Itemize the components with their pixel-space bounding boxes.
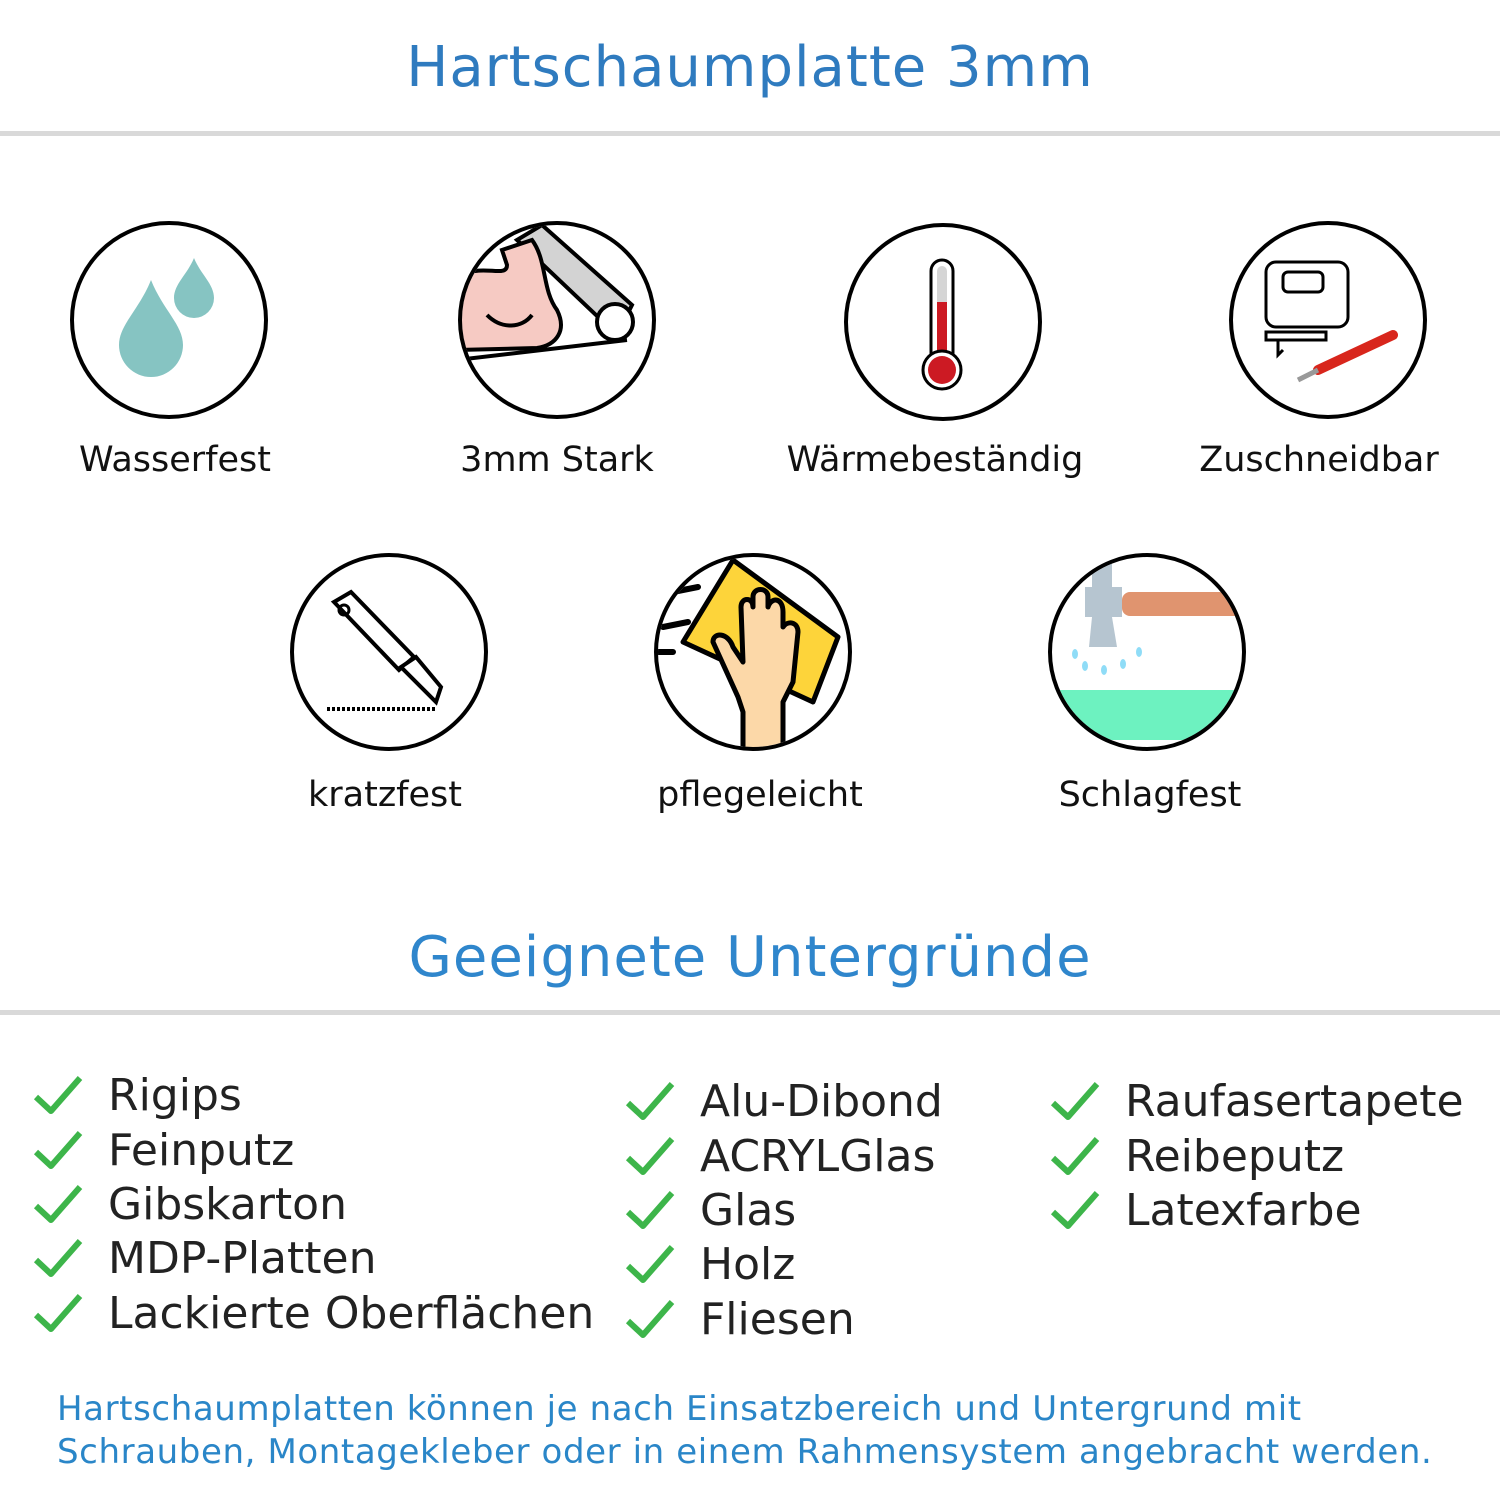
- checkmark-icon: [625, 1137, 675, 1175]
- feature-label-pflegeleicht: pflegeleicht: [657, 775, 863, 815]
- surface-label: Lackierte Oberflächen: [108, 1287, 595, 1339]
- checkmark-icon: [1050, 1082, 1100, 1120]
- feature-label-3mm-stark: 3mm Stark: [460, 440, 654, 480]
- feature-label-waermebestaendig: Wärmebeständig: [786, 440, 1084, 480]
- surface-label: Alu-Dibond: [700, 1075, 943, 1127]
- surface-label: Feinputz: [108, 1124, 295, 1176]
- surface-item: MDP-Platten: [33, 1231, 376, 1285]
- surface-label: Glas: [700, 1184, 797, 1236]
- utility-knife-icon: [290, 553, 488, 751]
- surface-item: Alu-Dibond: [625, 1074, 943, 1128]
- surface-item: Raufasertapete: [1050, 1074, 1464, 1128]
- checkmark-icon: [33, 1239, 83, 1277]
- surface-label: Reibeputz: [1125, 1130, 1345, 1182]
- surface-label: ACRYLGlas: [700, 1130, 936, 1182]
- feature-label-schlagfest: Schlagfest: [1058, 775, 1242, 815]
- checkmark-icon: [1050, 1137, 1100, 1175]
- checkmark-icon: [625, 1191, 675, 1229]
- feature-label-zuschneidbar: Zuschneidbar: [1199, 440, 1439, 480]
- surface-label: Rigips: [108, 1069, 242, 1121]
- checkmark-icon: [625, 1082, 675, 1120]
- surface-label: Raufasertapete: [1125, 1075, 1464, 1127]
- surface-item: Gibskarton: [33, 1177, 347, 1231]
- checkmark-icon: [1050, 1191, 1100, 1229]
- surfaces-title: Geeignete Untergründe: [408, 925, 1092, 990]
- surface-item: Feinputz: [33, 1123, 294, 1177]
- checkmark-icon: [625, 1300, 675, 1338]
- divider: [0, 1010, 1500, 1015]
- surface-item: Holz: [625, 1237, 795, 1291]
- surface-item: Fliesen: [625, 1292, 855, 1346]
- checkmark-icon: [625, 1245, 675, 1283]
- checkmark-icon: [33, 1131, 83, 1169]
- divider: [0, 131, 1500, 136]
- page-title: Hartschaumplatte 3mm: [406, 35, 1094, 100]
- hammer-icon: [1048, 553, 1246, 751]
- water-drops-icon: [70, 221, 268, 419]
- feature-label-wasserfest: Wasserfest: [78, 440, 272, 480]
- checkmark-icon: [33, 1294, 83, 1332]
- footer-line-2: Schrauben, Montagekleber oder in einem R…: [57, 1432, 1433, 1472]
- surface-label: Latexfarbe: [1125, 1184, 1362, 1236]
- checkmark-icon: [33, 1185, 83, 1223]
- surface-label: Gibskarton: [108, 1178, 347, 1230]
- hand-cleaning-icon: [654, 553, 852, 751]
- surface-item: ACRYLGlas: [625, 1129, 935, 1183]
- thermometer-icon: [844, 223, 1042, 421]
- footer-line-1: Hartschaumplatten können je nach Einsatz…: [57, 1389, 1302, 1429]
- footer-note: Hartschaumplatten können je nach Einsatz…: [57, 1388, 1432, 1474]
- surface-label: MDP-Platten: [108, 1232, 377, 1284]
- surface-item: Rigips: [33, 1068, 242, 1122]
- surface-item: Lackierte Oberflächen: [33, 1286, 594, 1340]
- surface-item: Glas: [625, 1183, 796, 1237]
- feature-label-kratzfest: kratzfest: [307, 775, 462, 815]
- checkmark-icon: [33, 1076, 83, 1114]
- surface-item: Latexfarbe: [1050, 1183, 1362, 1237]
- surface-label: Holz: [700, 1238, 796, 1290]
- surface-item: Reibeputz: [1050, 1129, 1344, 1183]
- strong-arm-icon: [458, 221, 656, 419]
- surface-label: Fliesen: [700, 1293, 855, 1345]
- jigsaw-cutter-icon: [1229, 221, 1427, 419]
